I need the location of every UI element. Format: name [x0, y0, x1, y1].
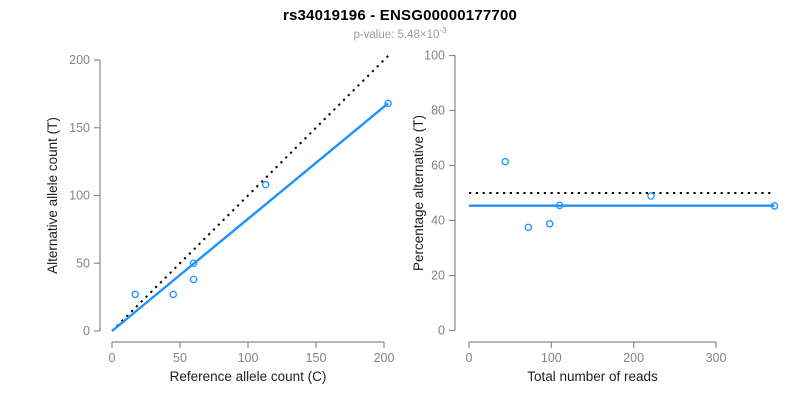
left-y-axis-title: Alternative allele count (T): [45, 117, 60, 274]
left-data-point: [131, 290, 139, 299]
subtitle-pvalue-text: p-value: 5.48×10: [353, 28, 440, 41]
left-plot: 0 50 100 150 200 0 50 100 150 200 Reference allele…: [45, 53, 394, 384]
left-fitted-line: [111, 102, 389, 332]
left-y-tick-label: 100: [69, 189, 90, 203]
right-y-tick-label: 20: [431, 269, 445, 283]
left-x-tick-label: 0: [109, 351, 116, 365]
right-y-tick-label: 0: [438, 324, 445, 338]
right-x-axis-title: Total number of reads: [527, 369, 658, 384]
left-x-axis-title: Reference allele count (C): [170, 369, 327, 384]
right-data-point: [555, 201, 564, 210]
subtitle-exponent: -3: [439, 26, 447, 35]
left-y-tick-label: 0: [83, 324, 90, 338]
right-plot: 0 100 200 300 0 20 40 60 80 100 Total number of re…: [411, 49, 779, 384]
left-identity-line: [111, 53, 391, 332]
left-x-tick-label: 200: [374, 351, 395, 365]
right-x-tick-label: 200: [623, 351, 644, 365]
right-x-tick-label: 300: [706, 351, 727, 365]
right-data-point: [501, 157, 509, 166]
right-data-point: [647, 192, 655, 200]
right-y-tick-label: 40: [431, 214, 445, 228]
figure-title: rs34019196 - ENSG00000177700: [282, 7, 518, 24]
left-y-tick-label: 150: [69, 121, 90, 135]
figure-subtitle: p-value: 5.48×10-3: [0, 26, 800, 41]
right-x-tick-label: 0: [466, 351, 473, 365]
left-x-tick-label: 100: [238, 351, 259, 365]
left-data-point: [189, 275, 198, 284]
right-data-point: [770, 202, 779, 210]
left-x-tick-label: 50: [173, 351, 187, 365]
right-y-tick-label: 60: [431, 159, 445, 173]
right-x-tick-label: 100: [541, 351, 562, 365]
left-y-tick-label: 200: [69, 53, 90, 67]
left-data-point: [169, 290, 177, 299]
left-y-tick-label: 50: [76, 256, 90, 270]
left-data-point: [384, 99, 392, 108]
left-data-point: [261, 180, 270, 189]
left-data-point: [189, 259, 198, 267]
right-y-tick-label: 80: [431, 104, 445, 118]
right-data-point: [545, 220, 554, 228]
left-x-tick-label: 150: [306, 351, 327, 365]
right-y-tick-label: 100: [424, 49, 445, 63]
right-y-axis-title: Percentage alternative (T): [411, 115, 426, 271]
right-data-point: [524, 223, 533, 232]
